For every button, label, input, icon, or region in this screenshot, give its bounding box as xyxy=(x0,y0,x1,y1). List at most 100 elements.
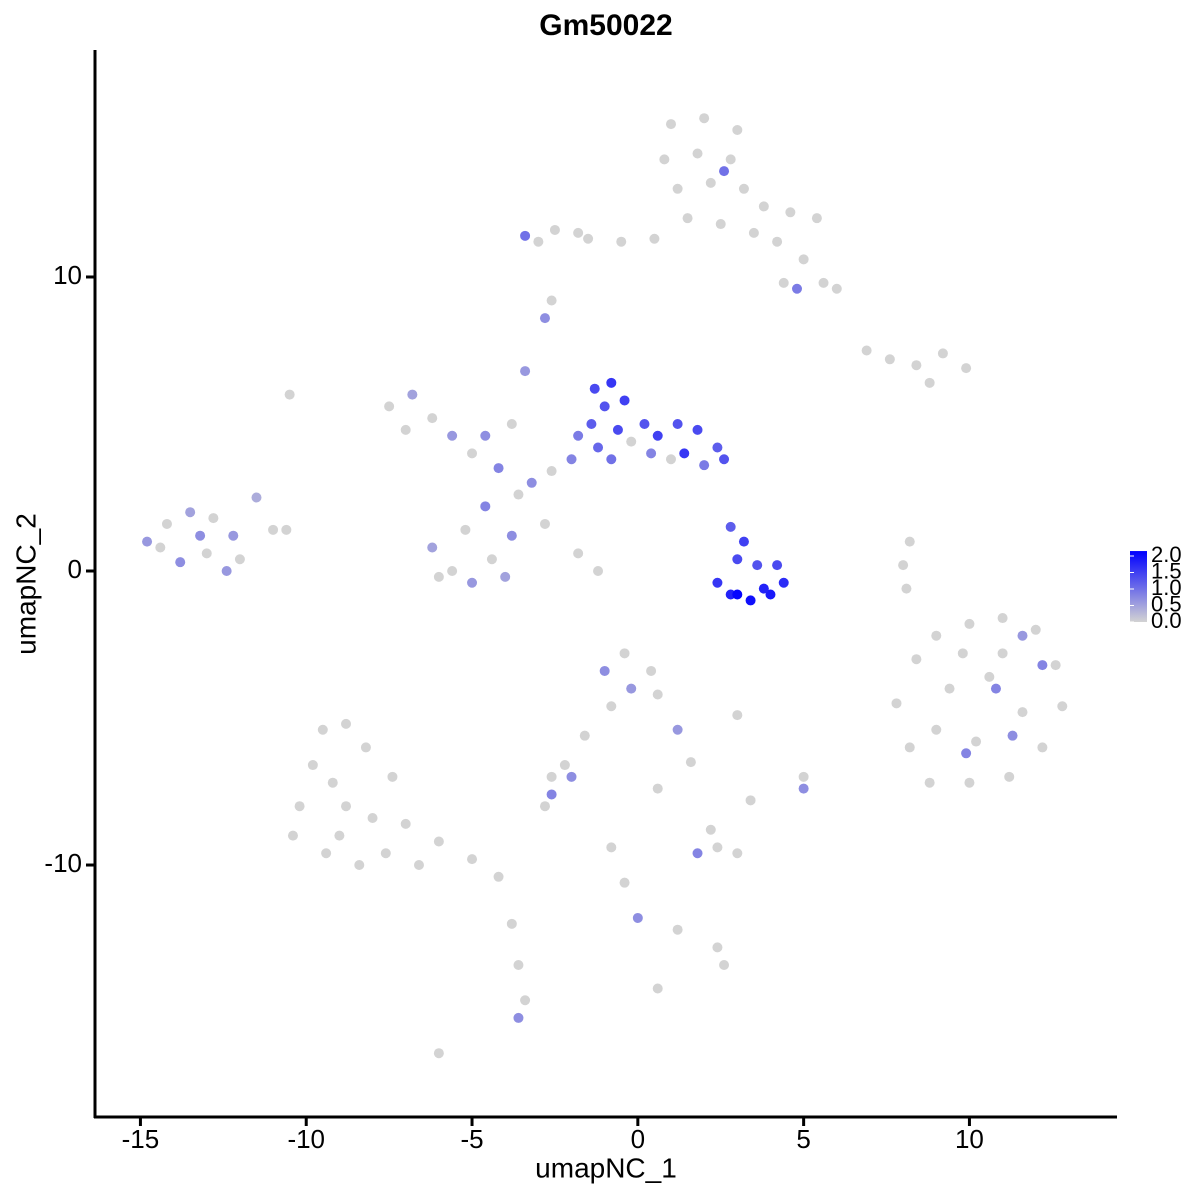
x-axis-title: umapNC_1 xyxy=(535,1152,677,1183)
point xyxy=(619,877,630,888)
point xyxy=(583,233,594,244)
point xyxy=(433,836,444,847)
point xyxy=(593,442,604,453)
point xyxy=(719,454,730,465)
point xyxy=(738,183,749,194)
point xyxy=(559,760,570,771)
point xyxy=(911,360,922,371)
point xyxy=(208,513,219,524)
point xyxy=(626,436,637,447)
point xyxy=(772,560,783,571)
point xyxy=(287,830,298,841)
point xyxy=(672,183,683,194)
point xyxy=(646,448,657,459)
point xyxy=(539,801,550,812)
point xyxy=(433,1048,444,1059)
point xyxy=(904,742,915,753)
point xyxy=(573,548,584,559)
point xyxy=(997,648,1008,659)
point xyxy=(467,854,478,865)
point xyxy=(520,230,531,241)
points xyxy=(142,113,1068,1059)
point xyxy=(712,842,723,853)
point xyxy=(317,724,328,735)
point xyxy=(1057,701,1068,712)
x-tick-label: -5 xyxy=(460,1124,483,1154)
point xyxy=(539,313,550,324)
point xyxy=(1004,771,1015,782)
point xyxy=(961,748,972,759)
point xyxy=(639,418,650,429)
point xyxy=(961,363,972,374)
point xyxy=(447,430,458,441)
point xyxy=(699,113,710,124)
point xyxy=(493,871,504,882)
point xyxy=(904,536,915,547)
point xyxy=(566,454,577,465)
point xyxy=(546,295,557,306)
point xyxy=(626,683,637,694)
point xyxy=(1037,742,1048,753)
point xyxy=(427,413,438,424)
colorbar xyxy=(1130,551,1147,622)
point xyxy=(665,119,676,130)
point xyxy=(672,924,683,935)
point xyxy=(599,665,610,676)
point xyxy=(705,177,716,188)
x-tick-label: -10 xyxy=(287,1124,325,1154)
point xyxy=(384,401,395,412)
point xyxy=(506,918,517,929)
colorbar-label: 0.0 xyxy=(1151,608,1182,633)
point xyxy=(652,689,663,700)
point xyxy=(480,430,491,441)
point xyxy=(785,207,796,218)
point xyxy=(573,430,584,441)
point xyxy=(652,783,663,794)
point xyxy=(798,254,809,265)
x-tick-label: -15 xyxy=(122,1124,160,1154)
point xyxy=(778,577,789,588)
point xyxy=(599,401,610,412)
point xyxy=(619,648,630,659)
point xyxy=(1017,630,1028,641)
point xyxy=(539,518,550,529)
point xyxy=(990,683,1001,694)
point xyxy=(745,595,756,606)
point xyxy=(606,842,617,853)
point xyxy=(732,710,743,721)
point xyxy=(387,771,398,782)
point xyxy=(327,777,338,788)
point xyxy=(480,501,491,512)
point xyxy=(811,213,822,224)
point xyxy=(1017,707,1028,718)
point xyxy=(500,571,511,582)
point xyxy=(931,724,942,735)
point xyxy=(715,219,726,230)
point xyxy=(506,418,517,429)
point xyxy=(579,730,590,741)
point xyxy=(606,701,617,712)
point xyxy=(652,983,663,994)
point xyxy=(234,554,245,565)
point xyxy=(792,283,803,294)
point xyxy=(400,818,411,829)
point xyxy=(944,683,955,694)
point xyxy=(407,389,418,400)
point xyxy=(732,124,743,135)
point xyxy=(307,760,318,771)
point xyxy=(268,524,279,535)
point xyxy=(798,783,809,794)
point xyxy=(447,566,458,577)
point xyxy=(745,795,756,806)
point xyxy=(513,489,524,500)
point xyxy=(997,613,1008,624)
point xyxy=(778,277,789,288)
point xyxy=(341,718,352,729)
point xyxy=(185,507,196,518)
point xyxy=(798,771,809,782)
point xyxy=(175,557,186,568)
point xyxy=(738,536,749,547)
y-axis-title: umapNC_2 xyxy=(10,513,41,655)
point xyxy=(1030,624,1041,635)
